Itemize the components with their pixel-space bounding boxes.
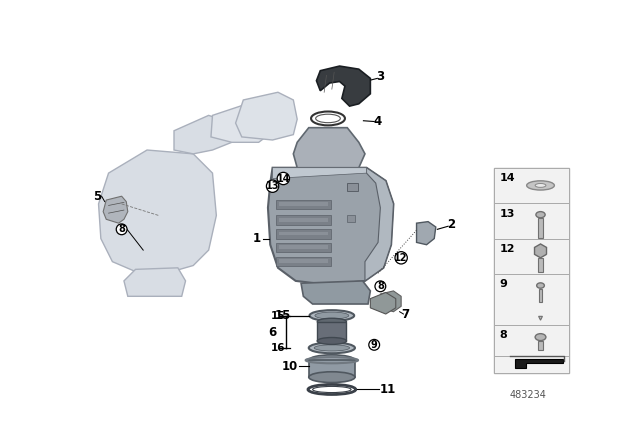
Text: 1: 1 [253, 232, 261, 245]
Text: 12: 12 [500, 244, 515, 254]
Polygon shape [103, 196, 128, 223]
Polygon shape [539, 316, 543, 320]
Bar [493, 168, 569, 373]
Polygon shape [174, 116, 232, 154]
Text: 13: 13 [266, 181, 279, 191]
Bar [276, 243, 331, 252]
Circle shape [116, 224, 127, 235]
Text: 9: 9 [500, 280, 508, 289]
Text: 6: 6 [268, 326, 276, 339]
Ellipse shape [314, 345, 349, 351]
Bar [539, 289, 543, 302]
Bar [348, 183, 358, 191]
Polygon shape [515, 359, 563, 368]
Ellipse shape [317, 337, 346, 345]
Polygon shape [99, 150, 216, 273]
Ellipse shape [535, 184, 546, 187]
Polygon shape [211, 104, 274, 142]
Polygon shape [273, 168, 367, 178]
Text: 15: 15 [275, 309, 292, 322]
Text: 16: 16 [271, 343, 285, 353]
FancyBboxPatch shape [317, 322, 346, 341]
Text: 15: 15 [271, 310, 285, 321]
Bar [276, 229, 331, 238]
Bar [279, 259, 328, 263]
Text: 7: 7 [401, 307, 409, 320]
Text: 8: 8 [118, 224, 125, 234]
Bar [493, 356, 569, 373]
Bar [493, 168, 569, 203]
Bar [538, 341, 543, 350]
Bar [348, 215, 355, 222]
Polygon shape [316, 66, 371, 106]
Text: 8: 8 [377, 281, 384, 291]
Polygon shape [236, 92, 297, 140]
Polygon shape [417, 222, 436, 245]
Polygon shape [293, 128, 365, 168]
Ellipse shape [308, 343, 355, 353]
Ellipse shape [315, 312, 349, 319]
Polygon shape [365, 168, 394, 281]
Bar [276, 257, 331, 266]
Ellipse shape [527, 181, 554, 190]
Ellipse shape [308, 355, 355, 366]
Bar [308, 360, 355, 377]
Text: 14: 14 [276, 173, 290, 184]
Ellipse shape [537, 283, 545, 288]
Text: 11: 11 [380, 383, 396, 396]
Circle shape [266, 180, 279, 192]
Text: 8: 8 [500, 330, 508, 340]
Polygon shape [301, 281, 371, 304]
Ellipse shape [536, 211, 545, 218]
Bar [538, 218, 543, 238]
Polygon shape [268, 168, 394, 285]
Polygon shape [371, 293, 396, 314]
Text: 13: 13 [500, 208, 515, 219]
Text: 10: 10 [282, 360, 298, 373]
Circle shape [277, 172, 289, 185]
Bar [493, 274, 569, 325]
Text: 14: 14 [500, 173, 515, 183]
Polygon shape [380, 291, 401, 312]
Polygon shape [534, 244, 547, 258]
Bar [493, 238, 569, 274]
Text: 4: 4 [374, 115, 382, 128]
Bar [493, 325, 569, 356]
Text: 5: 5 [93, 190, 101, 202]
Ellipse shape [317, 318, 346, 325]
Bar [276, 200, 331, 209]
Text: 9: 9 [371, 340, 378, 350]
Text: 483234: 483234 [510, 390, 547, 400]
Bar [279, 246, 328, 250]
Bar [276, 215, 331, 225]
Bar [493, 203, 569, 238]
Bar [279, 202, 328, 206]
Text: 3: 3 [376, 70, 385, 83]
Circle shape [375, 281, 386, 292]
Bar [538, 258, 543, 271]
Circle shape [369, 340, 380, 350]
Circle shape [395, 252, 407, 264]
Text: 2: 2 [447, 218, 455, 231]
Text: 12: 12 [394, 253, 408, 263]
Ellipse shape [308, 372, 355, 383]
Ellipse shape [310, 310, 354, 321]
Ellipse shape [535, 334, 546, 340]
Bar [279, 218, 328, 222]
Bar [279, 232, 328, 236]
Polygon shape [124, 268, 186, 296]
